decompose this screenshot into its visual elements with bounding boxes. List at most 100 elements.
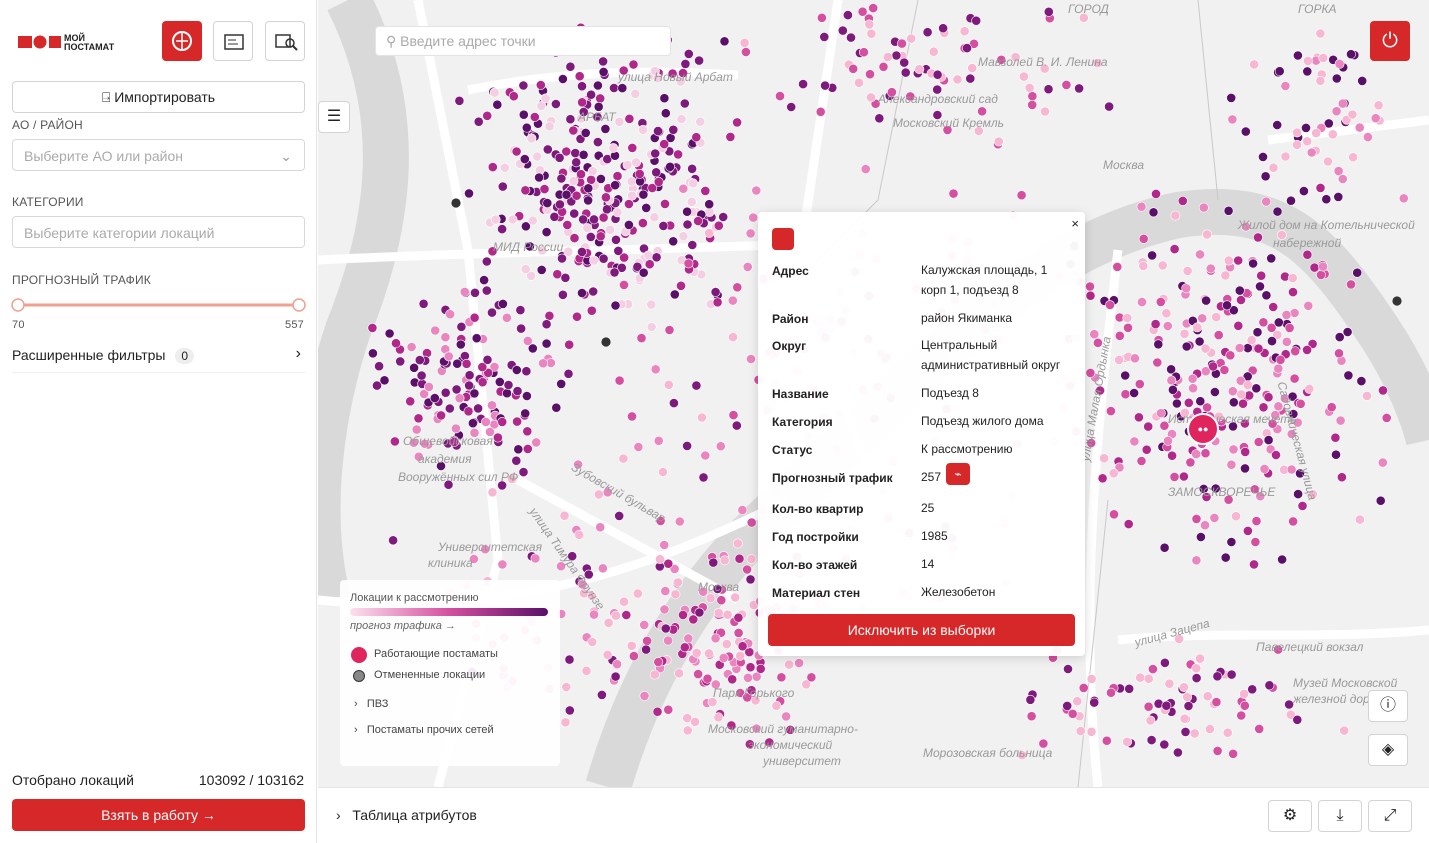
location-dot[interactable] xyxy=(1202,229,1212,240)
location-dot[interactable] xyxy=(1152,357,1163,368)
location-dot[interactable] xyxy=(732,282,743,293)
location-dot[interactable] xyxy=(874,113,885,124)
location-dot[interactable] xyxy=(1334,59,1345,69)
location-dot[interactable] xyxy=(1252,327,1263,338)
location-dot[interactable] xyxy=(487,162,498,172)
location-dot[interactable] xyxy=(1220,270,1231,281)
location-dot[interactable] xyxy=(598,67,609,77)
location-dot[interactable] xyxy=(1104,101,1114,112)
location-dot[interactable] xyxy=(1342,327,1353,337)
location-dot[interactable] xyxy=(511,146,522,157)
location-dot[interactable] xyxy=(1027,100,1038,110)
location-dot[interactable] xyxy=(557,253,567,264)
location-dot[interactable] xyxy=(1285,709,1296,720)
location-dot[interactable] xyxy=(576,169,586,180)
location-dot[interactable] xyxy=(1275,354,1286,365)
location-dot[interactable] xyxy=(1114,330,1125,341)
location-dot[interactable] xyxy=(1202,402,1212,413)
location-dot[interactable] xyxy=(1235,375,1246,386)
location-dot[interactable] xyxy=(603,617,614,628)
location-dot[interactable] xyxy=(633,442,644,452)
location-dot[interactable] xyxy=(595,522,606,533)
location-dot[interactable] xyxy=(1226,537,1237,547)
location-dot[interactable] xyxy=(1147,250,1157,261)
layers-toggle[interactable]: ☰ xyxy=(318,101,350,133)
location-dot[interactable] xyxy=(744,739,755,750)
location-dot[interactable] xyxy=(1289,373,1300,384)
location-dot[interactable] xyxy=(837,25,848,36)
mode-button[interactable] xyxy=(265,21,305,61)
location-dot[interactable] xyxy=(499,162,510,173)
location-dot[interactable] xyxy=(1346,279,1356,290)
location-dot[interactable] xyxy=(1287,273,1298,283)
categories-select[interactable]: Выберите категории локаций xyxy=(12,216,305,248)
location-dot[interactable] xyxy=(1086,726,1097,737)
location-dot[interactable] xyxy=(721,639,732,649)
location-dot[interactable] xyxy=(1182,692,1193,702)
location-dot[interactable] xyxy=(1281,309,1292,320)
location-dot[interactable] xyxy=(497,224,507,234)
location-dot[interactable] xyxy=(682,219,693,230)
location-dot[interactable] xyxy=(1072,696,1083,707)
location-dot[interactable] xyxy=(497,559,508,570)
location-dot[interactable] xyxy=(1112,261,1123,272)
legend-group[interactable]: › Постаматы прочих сетей xyxy=(354,724,494,736)
location-dot[interactable] xyxy=(554,152,565,163)
district-select[interactable]: Выберите АО или район ⌄ xyxy=(12,139,305,171)
location-dot[interactable] xyxy=(593,489,604,500)
location-dot[interactable] xyxy=(698,586,709,597)
location-dot[interactable] xyxy=(1243,526,1253,536)
location-dot[interactable] xyxy=(618,453,629,464)
location-dot[interactable] xyxy=(497,298,508,309)
location-dot[interactable] xyxy=(696,412,707,423)
location-dot[interactable] xyxy=(565,114,576,125)
location-dot[interactable] xyxy=(1067,708,1078,719)
location-dot[interactable] xyxy=(1280,151,1291,162)
location-dot[interactable] xyxy=(497,416,508,427)
location-dot[interactable] xyxy=(682,206,692,217)
location-dot[interactable] xyxy=(771,700,782,711)
location-dot[interactable] xyxy=(600,123,611,134)
location-dot[interactable] xyxy=(1326,402,1337,413)
location-dot[interactable] xyxy=(568,125,579,136)
location-dot[interactable] xyxy=(578,214,588,225)
location-dot[interactable] xyxy=(932,110,943,120)
location-dot[interactable] xyxy=(529,112,540,122)
location-dot[interactable] xyxy=(1321,194,1332,205)
location-dot[interactable] xyxy=(1043,6,1054,17)
location-dot[interactable] xyxy=(564,339,575,350)
location-dot[interactable] xyxy=(642,636,652,646)
location-dot[interactable] xyxy=(1327,129,1338,140)
location-dot[interactable] xyxy=(1200,343,1211,354)
location-dot[interactable] xyxy=(1093,337,1103,348)
location-dot[interactable] xyxy=(679,642,690,653)
location-dot[interactable] xyxy=(1129,436,1140,447)
location-dot[interactable] xyxy=(1179,682,1189,693)
location-dot[interactable] xyxy=(1375,495,1386,506)
location-dot[interactable] xyxy=(530,553,541,564)
location-dot[interactable] xyxy=(562,219,573,230)
location-dot[interactable] xyxy=(708,557,719,568)
location-dot[interactable] xyxy=(1226,669,1237,680)
location-dot[interactable] xyxy=(700,450,711,461)
location-dot[interactable] xyxy=(630,88,641,99)
location-dot[interactable] xyxy=(583,195,593,206)
location-dot[interactable] xyxy=(1210,483,1221,494)
location-dot[interactable] xyxy=(618,65,629,76)
location-dot[interactable] xyxy=(536,264,547,275)
location-dot[interactable] xyxy=(1179,471,1189,482)
location-dot[interactable] xyxy=(731,420,742,431)
location-dot[interactable] xyxy=(996,54,1007,65)
location-dot[interactable] xyxy=(487,487,498,498)
location-dot[interactable] xyxy=(719,555,730,566)
location-dot[interactable] xyxy=(748,212,759,223)
location-dot[interactable] xyxy=(728,410,739,420)
location-dot[interactable] xyxy=(1272,329,1283,340)
location-dot[interactable] xyxy=(1026,711,1037,722)
location-dot[interactable] xyxy=(1297,500,1308,511)
location-dot[interactable] xyxy=(785,724,796,735)
location-dot[interactable] xyxy=(702,673,713,684)
location-dot[interactable] xyxy=(718,212,729,222)
location-dot[interactable] xyxy=(1236,389,1247,400)
location-dot[interactable] xyxy=(552,269,563,280)
